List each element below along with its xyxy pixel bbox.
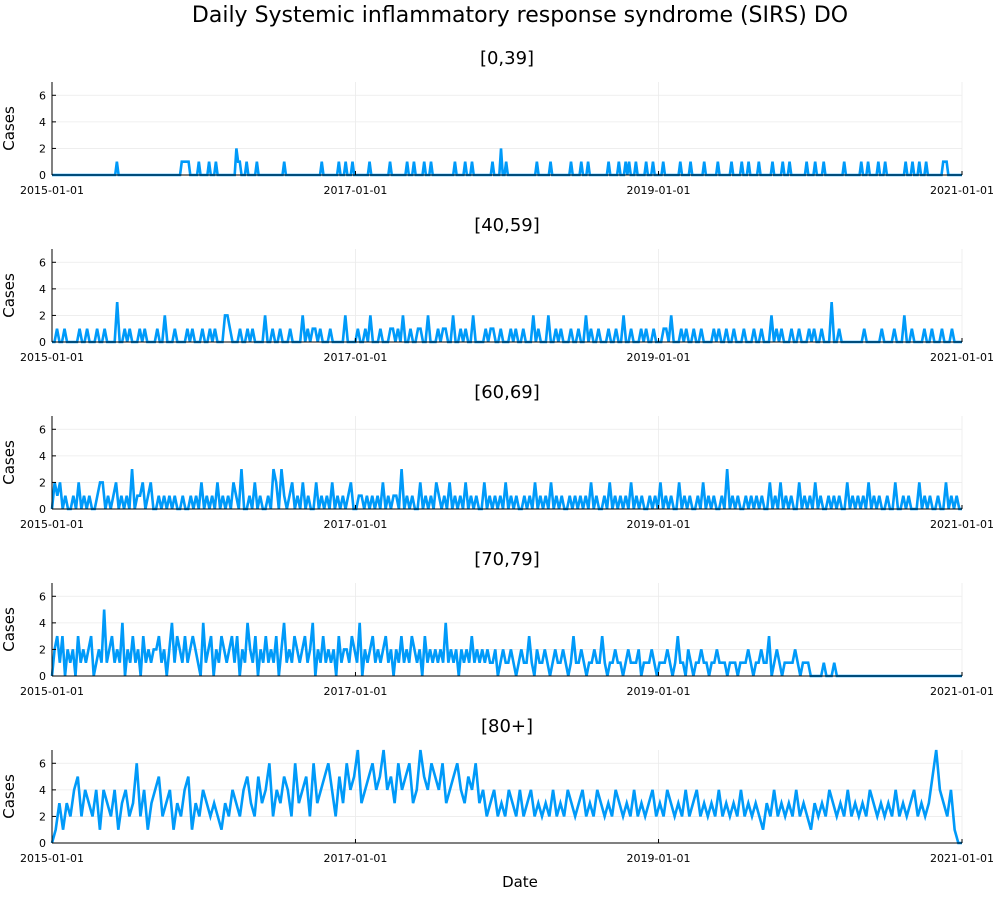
y-axis-label: Cases (0, 273, 18, 318)
y-tick-label: 4 (39, 617, 46, 630)
x-tick-label: 2017-01-01 (324, 518, 388, 531)
panel-title: [70,79] (474, 549, 540, 570)
x-tick-label: 2021-01-01 (930, 852, 994, 865)
x-tick-label: 2015-01-01 (20, 852, 84, 865)
x-tick-label: 2019-01-01 (627, 685, 691, 698)
x-tick-label: 2015-01-01 (20, 518, 84, 531)
x-tick-label: 2015-01-01 (20, 685, 84, 698)
x-tick-label: 2021-01-01 (930, 351, 994, 364)
x-tick-label: 2017-01-01 (324, 852, 388, 865)
panel-2: [40,59] 0 2 4 6 2015-01-01 2017-01-01 2019-01-0… (0, 215, 994, 364)
panel-title: [40,59] (474, 215, 540, 236)
panel-title: [60,69] (474, 382, 540, 403)
y-tick-label: 4 (39, 784, 46, 797)
y-tick-label: 6 (39, 256, 46, 269)
y-axis-label: Cases (0, 440, 18, 485)
y-tick-label: 6 (39, 89, 46, 102)
panel-4: [70,79] 0 2 4 6 2015-01-01 2017-01-01 2019-01-0… (0, 549, 994, 698)
y-tick-label: 2 (39, 476, 46, 489)
x-tick-label: 2021-01-01 (930, 518, 994, 531)
x-tick-label: 2019-01-01 (627, 351, 691, 364)
series-line (50, 749, 962, 845)
y-tick-label: 0 (39, 336, 46, 349)
x-tick-label: 2017-01-01 (324, 685, 388, 698)
y-axis-label: Cases (0, 607, 18, 652)
y-tick-label: 4 (39, 450, 46, 463)
x-tick-label: 2019-01-01 (627, 184, 691, 197)
x-tick-label: 2021-01-01 (930, 685, 994, 698)
y-tick-label: 0 (39, 837, 46, 850)
x-tick-label: 2019-01-01 (627, 518, 691, 531)
series-line (52, 148, 962, 177)
y-tick-label: 0 (39, 169, 46, 182)
y-tick-label: 6 (39, 590, 46, 603)
y-tick-label: 2 (39, 643, 46, 656)
y-tick-label: 2 (39, 309, 46, 322)
panel-title: [0,39] (480, 48, 534, 69)
panel-5: [80+] 0 2 4 6 2015-01-01 2017-01-01 2019-01-01 2… (0, 716, 994, 865)
panel-title: [80+] (481, 716, 533, 737)
x-tick-label: 2019-01-01 (627, 852, 691, 865)
chart-title: Daily Systemic inflammatory response syn… (192, 3, 848, 28)
y-tick-label: 2 (39, 142, 46, 155)
y-tick-label: 2 (39, 810, 46, 823)
y-axis-label: Cases (0, 106, 18, 151)
y-tick-label: 0 (39, 670, 46, 683)
y-tick-label: 6 (39, 757, 46, 770)
x-tick-label: 2015-01-01 (20, 351, 84, 364)
x-tick-label: 2017-01-01 (324, 351, 388, 364)
series-line (50, 468, 962, 511)
panel-1: [0,39] 0 2 4 6 2015-01-01 2017-01-01 2019-01-01… (0, 48, 994, 197)
y-tick-label: 6 (39, 423, 46, 436)
x-axis-label: Date (502, 873, 538, 891)
x-tick-label: 2015-01-01 (20, 184, 84, 197)
x-tick-label: 2017-01-01 (324, 184, 388, 197)
y-axis-label: Cases (0, 774, 18, 819)
series-line (50, 609, 962, 678)
panels: [0,39] 0 2 4 6 2015-01-01 2017-01-01 2019-01-01… (0, 48, 994, 865)
y-tick-label: 4 (39, 283, 46, 296)
y-tick-label: 0 (39, 503, 46, 516)
series-line (52, 302, 962, 344)
y-tick-label: 4 (39, 116, 46, 129)
panel-3: [60,69] 0 2 4 6 2015-01-01 2017-01-01 2019-01-0… (0, 382, 994, 531)
x-tick-label: 2021-01-01 (930, 184, 994, 197)
